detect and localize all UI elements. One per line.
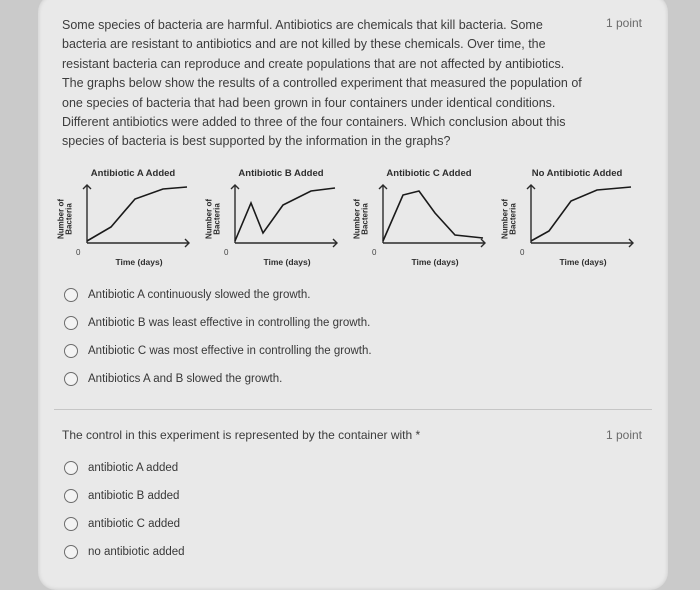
question-card: 1 point Some species of bacteria are har…	[38, 0, 668, 590]
radio-icon	[64, 288, 78, 302]
option-label: Antibiotics A and B slowed the growth.	[88, 373, 282, 385]
chart-ylabel: Number ofBacteria	[58, 199, 75, 239]
chart-svg	[82, 183, 194, 249]
chart-svg	[526, 183, 638, 249]
radio-icon	[64, 316, 78, 330]
question-2-text: The control in this experiment is repres…	[62, 428, 644, 442]
chart-title: Antibiotic A Added	[68, 168, 198, 179]
chart-plot: Number ofBacteria 0	[68, 183, 198, 255]
question-2: 1 point The control in this experiment i…	[62, 428, 644, 566]
chart-plot: Number ofBacteria 0	[216, 183, 346, 255]
radio-icon	[64, 372, 78, 386]
points-label: 1 point	[606, 16, 642, 30]
points-label: 1 point	[606, 428, 642, 442]
chart-title: Antibiotic C Added	[364, 168, 494, 179]
origin-label: 0	[76, 248, 80, 257]
chart-title: Antibiotic B Added	[216, 168, 346, 179]
chart-ylabel: Number ofBacteria	[206, 199, 223, 239]
q2-option-2[interactable]: antibiotic C added	[62, 510, 644, 538]
option-label: antibiotic C added	[88, 518, 180, 530]
option-label: Antibiotic A continuously slowed the gro…	[88, 289, 310, 301]
q1-option-3[interactable]: Antibiotics A and B slowed the growth.	[62, 365, 644, 393]
charts-row: Antibiotic A Added Number ofBacteria 0 T…	[68, 168, 644, 267]
chart-xlabel: Time (days)	[80, 257, 198, 267]
radio-icon	[64, 461, 78, 475]
chart-xlabel: Time (days)	[524, 257, 642, 267]
question-1-text: Some species of bacteria are harmful. An…	[62, 16, 644, 152]
question-1: 1 point Some species of bacteria are har…	[62, 16, 644, 393]
chart-antibiotic-c: Antibiotic C Added Number ofBacteria 0 T…	[364, 168, 494, 267]
chart-antibiotic-b: Antibiotic B Added Number ofBacteria 0 T…	[216, 168, 346, 267]
q1-option-1[interactable]: Antibiotic B was least effective in cont…	[62, 309, 644, 337]
chart-xlabel: Time (days)	[228, 257, 346, 267]
radio-icon	[64, 489, 78, 503]
chart-svg	[378, 183, 490, 249]
option-label: no antibiotic added	[88, 546, 185, 558]
chart-title: No Antibiotic Added	[512, 168, 642, 179]
chart-plot: Number ofBacteria 0	[364, 183, 494, 255]
divider	[54, 409, 652, 410]
chart-no-antibiotic: No Antibiotic Added Number ofBacteria 0 …	[512, 168, 642, 267]
radio-icon	[64, 344, 78, 358]
q1-option-0[interactable]: Antibiotic A continuously slowed the gro…	[62, 281, 644, 309]
q1-option-2[interactable]: Antibiotic C was most effective in contr…	[62, 337, 644, 365]
chart-plot: Number ofBacteria 0	[512, 183, 642, 255]
chart-xlabel: Time (days)	[376, 257, 494, 267]
chart-ylabel: Number ofBacteria	[354, 199, 371, 239]
radio-icon	[64, 545, 78, 559]
option-label: antibiotic A added	[88, 462, 178, 474]
option-label: antibiotic B added	[88, 490, 179, 502]
chart-svg	[230, 183, 342, 249]
radio-icon	[64, 517, 78, 531]
q2-option-3[interactable]: no antibiotic added	[62, 538, 644, 566]
chart-antibiotic-a: Antibiotic A Added Number ofBacteria 0 T…	[68, 168, 198, 267]
q2-option-0[interactable]: antibiotic A added	[62, 454, 644, 482]
option-label: Antibiotic B was least effective in cont…	[88, 317, 370, 329]
origin-label: 0	[372, 248, 376, 257]
origin-label: 0	[520, 248, 524, 257]
q1-options: Antibiotic A continuously slowed the gro…	[62, 281, 644, 393]
q2-options: antibiotic A added antibiotic B added an…	[62, 454, 644, 566]
origin-label: 0	[224, 248, 228, 257]
option-label: Antibiotic C was most effective in contr…	[88, 345, 372, 357]
q2-option-1[interactable]: antibiotic B added	[62, 482, 644, 510]
chart-ylabel: Number ofBacteria	[502, 199, 519, 239]
